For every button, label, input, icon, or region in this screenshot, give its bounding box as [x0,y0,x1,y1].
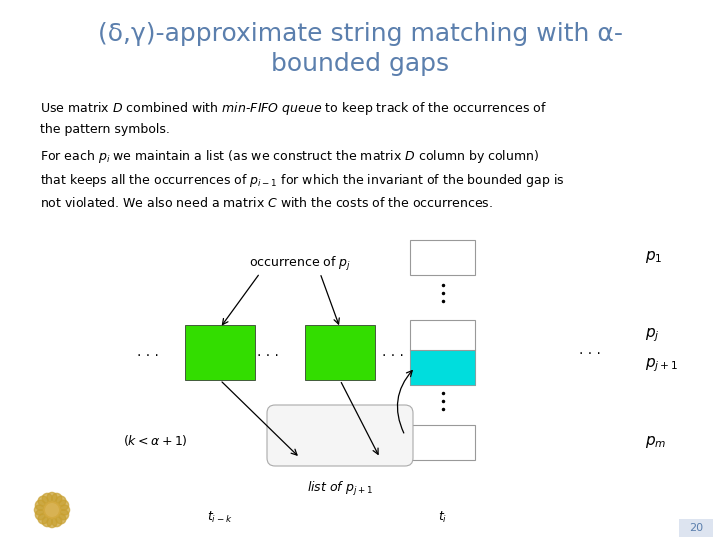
Circle shape [56,514,66,524]
Text: $p_1$: $p_1$ [645,249,662,265]
Text: $(k<\alpha+1)$: $(k<\alpha+1)$ [122,433,187,448]
Text: 20: 20 [689,523,703,533]
Circle shape [42,517,52,526]
Circle shape [47,518,57,528]
Circle shape [47,492,57,502]
Bar [410,240,475,275]
Text: $p_m$: $p_m$ [645,434,666,450]
Text: . . .: . . . [579,343,601,357]
Text: $t_{i-k}$: $t_{i-k}$ [207,510,233,525]
Circle shape [52,494,62,503]
Circle shape [52,517,62,526]
Circle shape [58,510,68,520]
Text: bounded gaps: bounded gaps [271,52,449,76]
Bar [305,325,375,380]
Circle shape [35,510,45,520]
Text: . . .: . . . [137,345,159,359]
Circle shape [35,505,45,515]
FancyBboxPatch shape [679,519,713,537]
Text: $p_{j+1}$: $p_{j+1}$ [645,356,678,374]
Text: $t_i$: $t_i$ [438,510,447,525]
Text: list of $p_{j+1}$: list of $p_{j+1}$ [307,480,373,498]
Circle shape [56,496,66,506]
Circle shape [38,514,48,524]
Circle shape [60,505,70,515]
Text: (δ,γ)-approximate string matching with α-: (δ,γ)-approximate string matching with α… [97,22,623,46]
Circle shape [58,500,68,510]
Circle shape [35,500,45,510]
Circle shape [42,494,52,503]
Bar [410,350,475,385]
Text: Use matrix $D$ combined with $\mathit{min\text{-}FIFO\ queue}$ to keep track of : Use matrix $D$ combined with $\mathit{mi… [40,100,547,136]
Text: For each $p_i$ we maintain a list (as we construct the matrix $D$ column by colu: For each $p_i$ we maintain a list (as we… [40,148,564,210]
Text: occurrence of $p_j$: occurrence of $p_j$ [249,255,351,273]
FancyBboxPatch shape [267,405,413,466]
Circle shape [44,502,60,518]
Bar [410,425,475,460]
Circle shape [38,496,48,506]
Text: . . .: . . . [382,345,404,359]
Bar [410,320,475,385]
Text: . . .: . . . [257,345,279,359]
Bar [185,325,255,380]
Text: $p_j$: $p_j$ [645,326,660,344]
